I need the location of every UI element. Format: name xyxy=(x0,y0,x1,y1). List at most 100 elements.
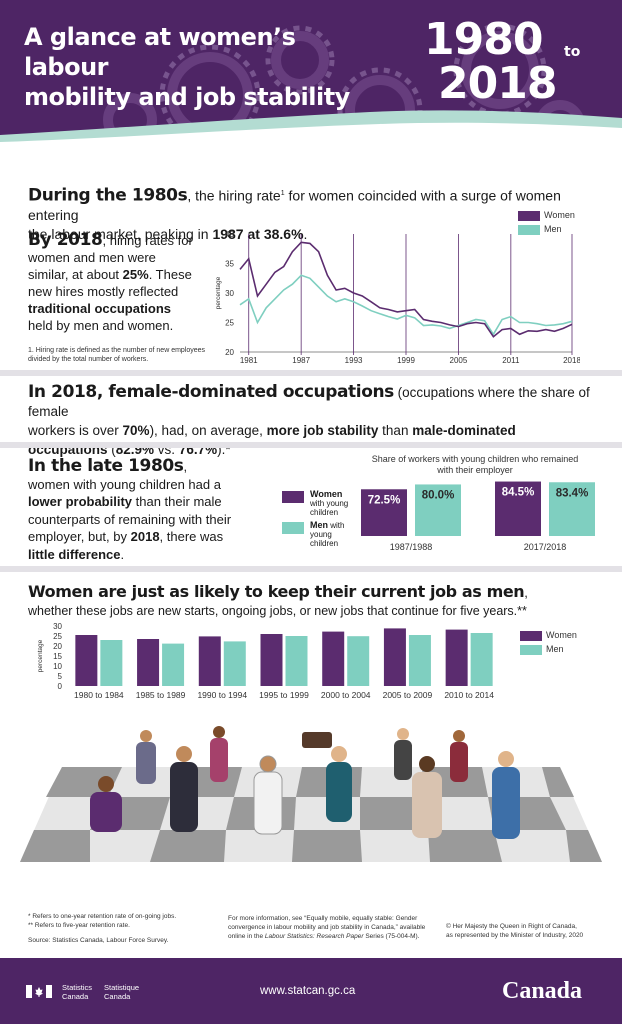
legend-label-women: Women xyxy=(544,210,575,220)
statcan-en: Statistics Canada xyxy=(62,983,92,1001)
section3-b2: 70% xyxy=(122,423,150,438)
section1-lead: During the 1980s xyxy=(28,185,188,206)
statcan-en-2: Canada xyxy=(62,991,89,1001)
chart3-legend-women: Women xyxy=(520,630,600,644)
chart1-series-men xyxy=(239,274,573,336)
chart3-y-tick: 30 xyxy=(53,622,62,631)
more-info-l1: For more information, see “Equally mobil… xyxy=(228,915,418,922)
chart3-swatch-men xyxy=(520,644,542,655)
chart3-legend-men: Men xyxy=(520,644,600,658)
divider-2 xyxy=(0,442,622,448)
chart3-y-tick: 0 xyxy=(58,682,63,691)
chart2-category-label: 2017/2018 xyxy=(524,542,567,552)
legend-swatch-women xyxy=(518,210,540,221)
chart2-category-label: 1987/1988 xyxy=(390,542,433,552)
more-info-l3: online in the Labour Statistics: Researc… xyxy=(228,932,438,941)
chart3-bar xyxy=(285,636,308,686)
chart3-bar xyxy=(408,635,431,686)
chart2-legend: Women with young children Men with young chi… xyxy=(282,490,362,548)
chart3-y-tick: 5 xyxy=(58,672,63,681)
statcan-fr-2: Canada xyxy=(104,991,131,1001)
people-on-checkerboard-illustration xyxy=(20,726,602,862)
chart2-bar xyxy=(549,482,595,536)
statcan-signature: Statistics Canada Statistique Canada xyxy=(62,983,140,1001)
section3-t1: (occupations where the share of female xyxy=(28,385,590,419)
section1-text-b: for women coincided with a surge of wome… xyxy=(28,187,561,223)
young-children-bar-chart: 72.5% 80.0% 1987/1988 84.5% 83.4% 2017/2018 xyxy=(361,481,595,552)
legend-label-men: Men xyxy=(544,224,562,234)
section-2018-hiring: By 2018, hiring rates for women and men … xyxy=(28,232,218,364)
section4-l5b: , there was xyxy=(159,529,224,544)
canada-wordmark: Canada xyxy=(502,978,583,1004)
more-info-l2: convergence in labour mobility and job s… xyxy=(228,924,426,931)
chart2-legend-men-label: Men xyxy=(310,520,328,530)
section5-heading: Women are just as likely to keep their c… xyxy=(28,582,618,602)
chart1-series-women xyxy=(239,241,573,338)
chart1-x-tick: 1999 xyxy=(397,356,415,365)
chart3-bar xyxy=(223,641,246,686)
chart1-x-tick: 1987 xyxy=(292,356,310,365)
chart2-legend-women-sub2: children xyxy=(310,508,339,517)
title-line-2: mobility and job stability xyxy=(24,83,350,111)
section4-l1: , xyxy=(183,459,188,474)
source-note: Source: Statistics Canada, Labour Force … xyxy=(28,937,169,944)
chart3-category-label: 2010 to 2014 xyxy=(444,690,494,700)
chart3-legend-women-label: Women xyxy=(546,630,577,640)
chart3-category-label: 2005 to 2009 xyxy=(383,690,433,700)
section4-b3: little difference xyxy=(28,546,121,562)
chart3-category-label: 1995 to 1999 xyxy=(259,690,309,700)
gears-decoration xyxy=(0,23,622,150)
chart3-bar xyxy=(383,628,406,686)
footnotes-left: * Refers to one-year retention rate of o… xyxy=(28,912,208,945)
header-banner: A glance at women’s labour mobility and … xyxy=(0,0,622,150)
section5-comma: , xyxy=(524,585,528,600)
chart2-legend-men: Men with young children xyxy=(282,521,362,548)
chart1-y-tick: 20 xyxy=(225,348,234,357)
year-end: 2018 xyxy=(438,58,557,109)
chart2-title-l1: Share of workers with young children who… xyxy=(371,454,579,464)
section3-b3: more job stability xyxy=(266,423,379,438)
chart1-x-tick: 1993 xyxy=(345,356,363,365)
section1-text-c: the labour market, peaking in xyxy=(28,225,213,242)
chart1-y-axis-label: percentage xyxy=(215,276,222,309)
footnote-marker: 1 xyxy=(280,190,285,197)
chart2-bar xyxy=(361,489,407,536)
chart1-legend-men: Men xyxy=(518,224,598,238)
section1-peak: 1987 at 38.6% xyxy=(212,225,304,242)
title-line-1: A glance at women’s labour xyxy=(24,23,296,81)
page-title: A glance at women’s labour mobility and … xyxy=(24,22,384,112)
section4-b1: lower probability xyxy=(28,494,133,509)
chart2-legend-women-text: Women with young children xyxy=(310,489,349,518)
chart2-legend-women-sub1: with young xyxy=(310,499,349,508)
section5-sub: whether these jobs are new starts, ongoi… xyxy=(28,604,527,618)
chart3-legend: Women Men xyxy=(520,630,600,658)
chart2-swatch-women xyxy=(282,491,304,503)
footnote-line1: 1. Hiring rate is defined as the number … xyxy=(28,347,206,354)
section4-l3: than their male xyxy=(132,494,222,509)
chart3-bar xyxy=(162,643,185,686)
chart2-bar-label: 80.0% xyxy=(422,489,455,501)
footnote-line2: divided by the total number of workers. xyxy=(28,356,149,363)
chart2-legend-women-label: Women xyxy=(310,489,343,499)
chart1-x-tick: 2011 xyxy=(502,356,520,365)
chart3-y-tick: 10 xyxy=(53,662,62,671)
section1-period: . xyxy=(303,225,308,242)
chart3-legend-men-label: Men xyxy=(546,644,564,654)
section3-b4: male-dominated xyxy=(412,423,516,438)
chart2-title: Share of workers with young children who… xyxy=(355,454,595,476)
hiring-rate-line-chart: 20 25 30 35 40 1981 1987 1993 1999 2005 2011 2018 pe… xyxy=(215,230,580,365)
chart2-bar-label: 83.4% xyxy=(556,487,589,499)
section2-line6: held by men and women. xyxy=(28,318,174,333)
chart2-bar-label: 72.5% xyxy=(368,494,401,506)
section2-line4: new hires mostly reflected xyxy=(28,284,179,299)
chart3-bar xyxy=(100,640,123,686)
section2-bold1: traditional occupations xyxy=(28,301,172,316)
website-link[interactable]: www.statcan.gc.ca xyxy=(260,985,356,997)
section-hiring-intro: During the 1980s, the hiring rate1 for w… xyxy=(28,184,608,244)
section4-l6: . xyxy=(120,546,125,562)
more-info-l3b: Series (75-004-M). xyxy=(363,933,420,940)
statcan-fr-1: Statistique xyxy=(104,983,140,992)
section4-l2: women with young children had a xyxy=(28,476,221,492)
chart3-y-tick: 20 xyxy=(53,642,62,651)
